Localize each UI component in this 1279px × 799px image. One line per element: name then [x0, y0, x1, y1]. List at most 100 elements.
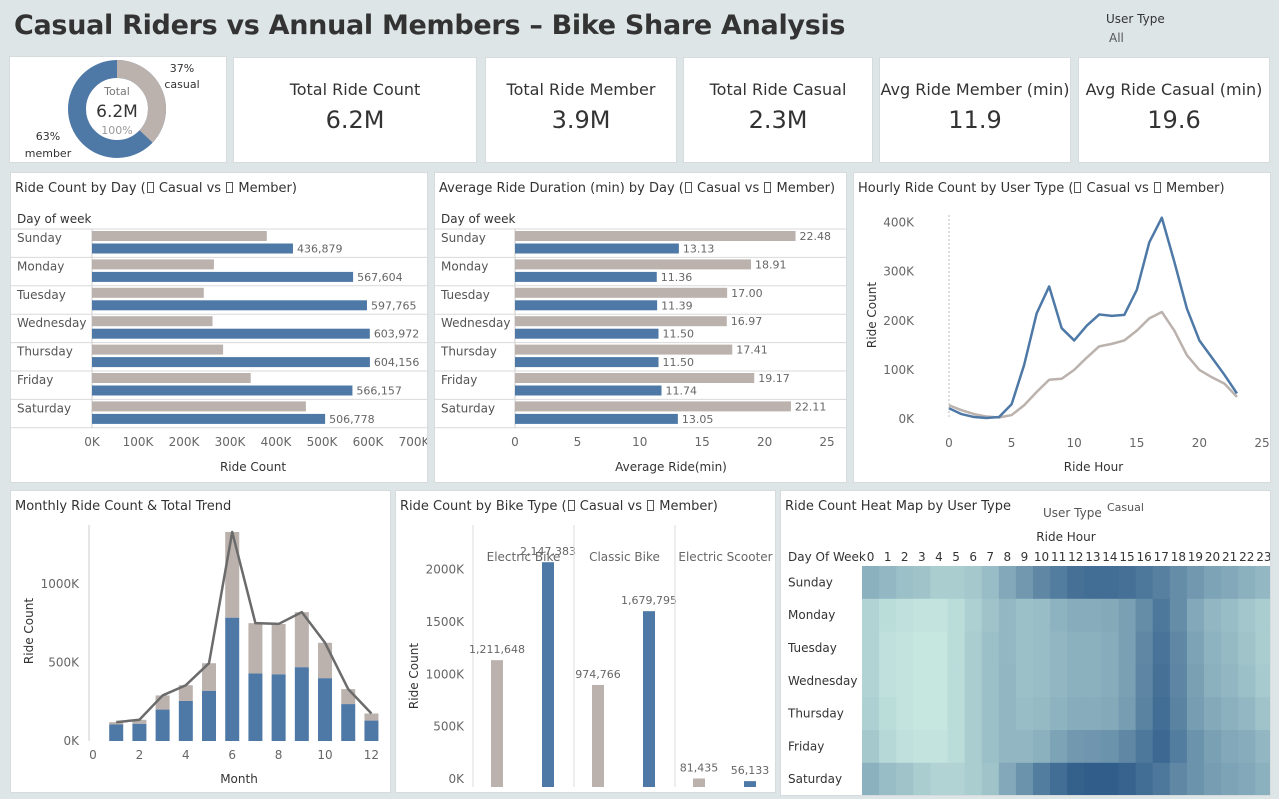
- heat-cell: [879, 598, 897, 633]
- heat-cell: [930, 631, 948, 665]
- x-axis-label: Month: [220, 772, 258, 786]
- day-label: Wednesday: [788, 674, 857, 688]
- heat-cell: [1033, 762, 1051, 795]
- heat-cell: [1238, 762, 1256, 795]
- heat-cell: [1204, 664, 1222, 698]
- bar-member: [318, 678, 333, 741]
- day-label: Thursday: [440, 345, 497, 359]
- heat-cell: [1033, 730, 1051, 764]
- heat-cell: [1204, 598, 1222, 633]
- bar-member: [178, 700, 193, 741]
- heat-cell: [981, 631, 1000, 665]
- heat-cell: [964, 730, 983, 764]
- category-label: Electric Bike: [487, 550, 561, 564]
- heat-cell: [930, 697, 948, 731]
- heat-cell: [1084, 762, 1102, 795]
- dashboard-title: Casual Riders vs Annual Members – Bike S…: [14, 10, 846, 41]
- x-tick-label: 8: [275, 748, 283, 762]
- heat-cell: [1101, 664, 1119, 698]
- bar-casual: [515, 401, 791, 412]
- x-tick-label: 0K: [84, 435, 101, 449]
- y-tick-label: 300K: [883, 265, 915, 279]
- heat-cell: [964, 762, 983, 795]
- heat-cell: [1067, 598, 1085, 633]
- user-type-filter[interactable]: All: [1109, 31, 1124, 45]
- hour-label: 17: [1154, 550, 1169, 564]
- heat-cell: [981, 730, 1000, 764]
- day-label: Friday: [17, 373, 53, 387]
- heat-cell: [1186, 664, 1205, 698]
- heat-cell: [981, 598, 1000, 633]
- heat-cell: [1067, 730, 1085, 764]
- hour-label: 10: [1034, 550, 1049, 564]
- heat-cell: [1169, 566, 1188, 600]
- heat-cell: [1015, 697, 1034, 731]
- bar-value-label: 56,133: [731, 764, 770, 777]
- heat-cell: [1084, 664, 1102, 698]
- casual-legend-icon: [684, 182, 692, 193]
- heat-cell: [1033, 631, 1051, 665]
- x-tick-label: 4: [182, 748, 190, 762]
- hour-label: 8: [1004, 550, 1012, 564]
- kpi-value: 2.3M: [748, 106, 808, 134]
- bike-type-chart: 0K 500K 1000K 1500K 2000K Ride Count Electric …: [407, 525, 773, 787]
- y-tick-label: 0K: [898, 412, 915, 426]
- heat-cell: [896, 598, 914, 633]
- heat-cell: [947, 631, 966, 665]
- bar-member: [364, 720, 379, 741]
- line-member: [948, 216, 1238, 420]
- day-label: Tuesday: [440, 288, 490, 302]
- heat-cell: [896, 730, 914, 764]
- panel-title: Average Ride Duration (min) by Day ( Cas…: [439, 181, 836, 196]
- bar-casual: [515, 344, 733, 355]
- x-axis-label: Ride Count: [220, 460, 286, 474]
- y-tick-label: 400K: [883, 216, 915, 230]
- bar-member: [109, 724, 124, 741]
- kpi-card-total-ride-member: Total Ride Member 3.9M: [485, 57, 677, 163]
- row-header: Day of week: [441, 212, 515, 226]
- panel-title: Monthly Ride Count & Total Trend: [15, 499, 232, 514]
- heat-cell: [1169, 730, 1188, 764]
- row-header: Day Of Week: [788, 550, 866, 564]
- heat-cell: [862, 762, 880, 795]
- bar-casual: [294, 612, 309, 668]
- hour-label: 7: [986, 550, 994, 564]
- hour-label: 21: [1222, 550, 1237, 564]
- bar-value-label: 597,765: [371, 299, 417, 312]
- heat-cell: [981, 697, 1000, 731]
- heat-cell: [1118, 566, 1137, 600]
- heat-cell: [1255, 762, 1270, 795]
- kpi-label: Avg Ride Casual (min): [1085, 80, 1263, 99]
- avg-duration-by-day-chart: Day of week Sunday 22.48 13.13 Monday 18.91 11…: [435, 212, 846, 474]
- heat-cell: [1238, 631, 1256, 665]
- x-tick-label: 400K: [261, 435, 293, 449]
- kpi-value: 6.2M: [325, 106, 385, 134]
- hour-label: 19: [1188, 550, 1203, 564]
- bar-value-label: 19.17: [758, 372, 790, 385]
- day-label: Monday: [17, 259, 64, 273]
- heat-cell: [1135, 697, 1154, 731]
- donut-member-label: member: [25, 147, 72, 160]
- x-tick-label: 0: [89, 748, 97, 762]
- day-label: Saturday: [17, 401, 71, 415]
- bar-casual: [155, 695, 170, 710]
- heat-cell: [1118, 664, 1137, 698]
- y-tick-label: 2000K: [426, 563, 466, 577]
- heat-cell: [1255, 664, 1270, 698]
- y-tick-label: 200K: [883, 314, 915, 328]
- bar-value-label: 1,211,648: [469, 643, 525, 656]
- category-label: Electric Scooter: [678, 550, 772, 564]
- heatmap-filter-value: Casual: [1107, 501, 1144, 514]
- heat-cell: [930, 664, 948, 698]
- bar-value-label: 11.50: [663, 328, 695, 341]
- heat-cell: [1050, 598, 1068, 633]
- bar-casual: [178, 685, 193, 701]
- y-tick-label: 0K: [63, 734, 80, 748]
- heat-cell: [1238, 664, 1256, 698]
- heat-cell: [1033, 598, 1051, 633]
- bar-casual: [225, 532, 240, 618]
- bar-value-label: 17.41: [736, 344, 768, 357]
- line-total: [116, 530, 373, 724]
- heat-cell: [1015, 631, 1034, 665]
- y-tick-label: 0K: [448, 772, 465, 786]
